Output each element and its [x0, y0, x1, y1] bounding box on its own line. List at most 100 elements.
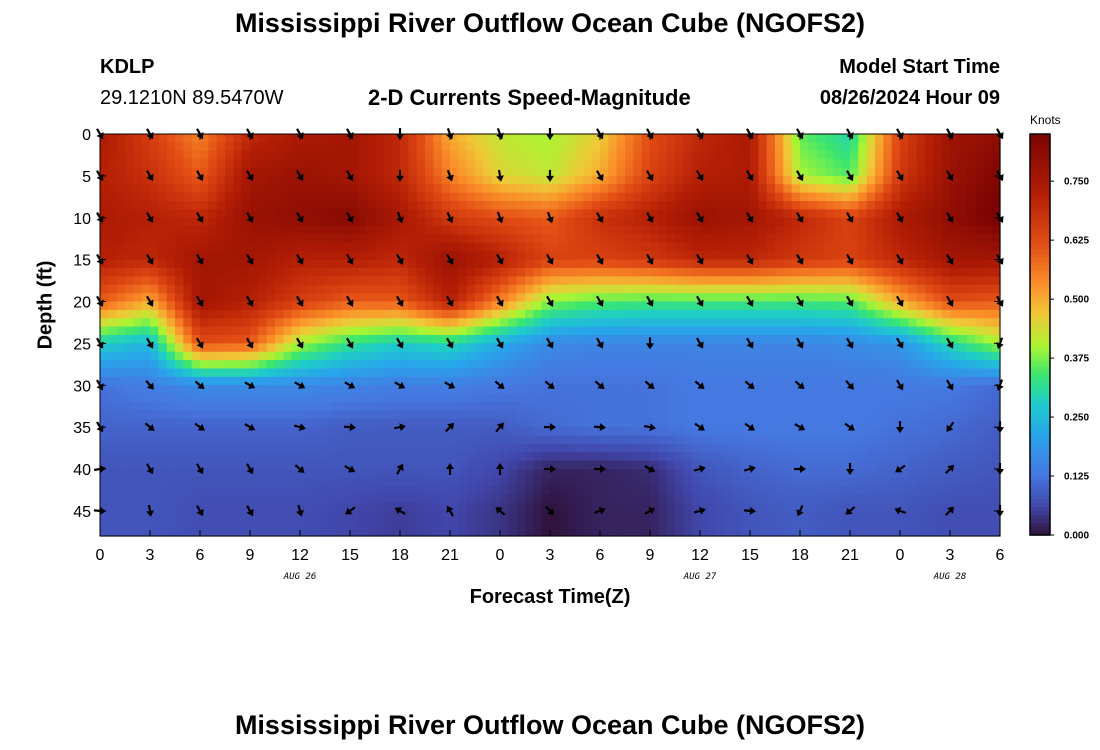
heatmap-cell	[933, 502, 943, 512]
heatmap-cell	[700, 418, 709, 428]
heatmap-cell	[241, 443, 251, 453]
heatmap-cell	[433, 485, 443, 495]
heatmap-cell	[575, 276, 584, 286]
heatmap-cell	[508, 284, 518, 294]
heatmap-cell	[516, 268, 526, 277]
heatmap-cell	[591, 134, 601, 143]
heatmap-cell	[708, 343, 718, 353]
heatmap-cell	[616, 410, 626, 420]
heatmap-cell	[641, 301, 651, 311]
heatmap-cell	[875, 351, 884, 361]
heatmap-cell	[266, 251, 276, 261]
heatmap-cell	[700, 477, 709, 487]
heatmap-cell	[575, 477, 584, 487]
heatmap-cell	[908, 209, 918, 219]
heatmap-cell	[200, 309, 209, 319]
heatmap-cell	[850, 318, 859, 328]
heatmap-cell	[550, 201, 559, 210]
heatmap-cell	[850, 435, 859, 445]
heatmap-cell	[733, 159, 743, 169]
heatmap-cell	[200, 301, 209, 311]
heatmap-cell	[675, 134, 684, 143]
heatmap-cell	[966, 393, 976, 403]
heatmap-cell	[241, 326, 251, 336]
heatmap-cell	[816, 226, 826, 236]
heatmap-cell	[808, 259, 818, 269]
heatmap-cell	[758, 351, 768, 361]
heatmap-cell	[875, 326, 884, 336]
heatmap-cell	[841, 477, 851, 487]
heatmap-cell	[900, 167, 909, 177]
heatmap-cell	[791, 251, 801, 261]
heatmap-cell	[183, 309, 193, 319]
heatmap-cell	[500, 167, 509, 177]
heatmap-cell	[758, 502, 768, 512]
heatmap-cell	[325, 335, 334, 344]
heatmap-cell	[475, 335, 484, 344]
heatmap-cell	[366, 167, 376, 177]
station-id: KDLP	[100, 56, 155, 78]
heatmap-cell	[258, 159, 268, 169]
heatmap-cell	[408, 318, 418, 328]
heatmap-cell	[575, 326, 584, 336]
heatmap-cell	[400, 318, 409, 328]
heatmap-cell	[408, 368, 418, 378]
heatmap-cell	[508, 301, 518, 311]
heatmap-cell	[225, 276, 234, 286]
heatmap-cell	[950, 393, 959, 403]
heatmap-cell	[983, 510, 993, 520]
heatmap-cell	[541, 343, 551, 353]
heatmap-cell	[741, 268, 751, 277]
heatmap-cell	[166, 142, 176, 152]
heatmap-cell	[916, 209, 926, 219]
heatmap-cell	[450, 268, 459, 277]
heatmap-cell	[908, 242, 918, 252]
heatmap-cell	[458, 351, 468, 361]
heatmap-cell	[900, 293, 909, 303]
heatmap-cell	[850, 326, 859, 336]
heatmap-cell	[683, 360, 693, 370]
heatmap-cell	[191, 469, 201, 478]
heatmap-cell	[550, 175, 559, 185]
heatmap-cell	[358, 301, 368, 311]
heatmap-cell	[750, 427, 759, 437]
heatmap-cell	[308, 460, 318, 470]
heatmap-cell	[616, 301, 626, 311]
heatmap-cell	[558, 427, 568, 437]
station-coordinates: 29.1210N 89.5470W	[100, 87, 284, 109]
heatmap-cell	[958, 376, 968, 386]
heatmap-cell	[583, 217, 593, 227]
heatmap-cell	[908, 368, 918, 378]
heatmap-cell	[700, 402, 709, 411]
heatmap-cell	[333, 385, 343, 395]
heatmap-cell	[600, 309, 609, 319]
heatmap-cell	[925, 134, 934, 143]
heatmap-cell	[608, 502, 618, 512]
heatmap-cell	[941, 159, 951, 169]
heatmap-cell	[516, 335, 526, 344]
heatmap-cell	[250, 477, 259, 487]
heatmap-cell	[608, 175, 618, 185]
heatmap-cell	[566, 335, 576, 344]
heatmap-cell	[716, 251, 726, 261]
heatmap-cell	[333, 335, 343, 344]
heatmap-cell	[116, 184, 126, 194]
heatmap-cell	[216, 318, 226, 328]
heatmap-cell	[283, 435, 293, 445]
heatmap-cell	[791, 485, 801, 495]
heatmap-cell	[600, 159, 609, 169]
heatmap-cell	[975, 184, 984, 194]
heatmap-cell	[741, 452, 751, 462]
heatmap-cell	[450, 393, 459, 403]
heatmap-cell	[966, 293, 976, 303]
heatmap-cell	[933, 284, 943, 294]
heatmap-cell	[341, 226, 351, 236]
heatmap-cell	[866, 184, 876, 194]
heatmap-cell	[641, 502, 651, 512]
heatmap-cell	[308, 318, 318, 328]
heatmap-cell	[666, 485, 676, 495]
heatmap-cell	[491, 259, 501, 269]
heatmap-cell	[500, 368, 509, 378]
heatmap-cell	[366, 184, 376, 194]
heatmap-cell	[916, 159, 926, 169]
